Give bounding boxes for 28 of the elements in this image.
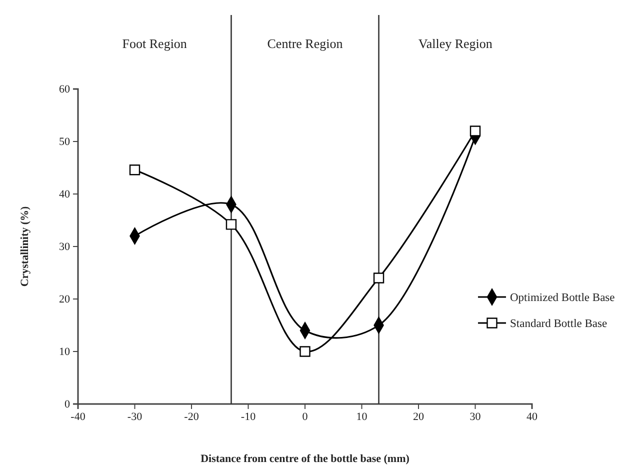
- point: [373, 272, 384, 284]
- y-tick-label: 60: [59, 84, 70, 96]
- x-tick-label: -20: [184, 410, 200, 423]
- y-tick-label: 10: [59, 346, 70, 358]
- y-tick-label: 0: [64, 398, 70, 411]
- legend-label: Optimized Bottle Base: [510, 292, 615, 304]
- y-tick-label: 20: [59, 294, 70, 306]
- x-tick-label: -40: [70, 410, 86, 423]
- x-tick-label: 40: [526, 410, 538, 423]
- y-tick-label: 50: [59, 136, 70, 148]
- text: Centre Region: [267, 36, 344, 51]
- x-tick-label: -30: [127, 410, 143, 423]
- x-tick-label: 20: [413, 410, 424, 423]
- y-tick-label: 30: [59, 241, 70, 254]
- x-tick-label: -10: [240, 410, 256, 423]
- point: [470, 126, 481, 136]
- y-tick-label: 40: [59, 188, 70, 201]
- x-tick-label: 0: [302, 410, 308, 423]
- point: [129, 164, 140, 176]
- x-tick-label: 10: [356, 410, 368, 423]
- y-axis-title: Crystallinity (%): [19, 206, 31, 287]
- point: [226, 219, 237, 230]
- x-tick-label: 30: [470, 410, 482, 423]
- text: Foot Region: [122, 36, 188, 51]
- legend-label: Standard Bottle Base: [510, 318, 608, 330]
- point: [300, 346, 310, 357]
- x-axis-title: Distance from centre of the bottle base (mm): [200, 453, 410, 465]
- text: Valley Region: [418, 36, 493, 51]
